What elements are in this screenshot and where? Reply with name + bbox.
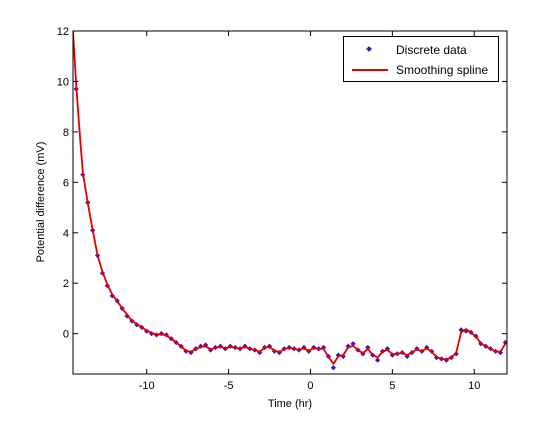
x-tick-label: 0 <box>307 380 313 392</box>
x-tick-label: -5 <box>224 380 234 392</box>
legend-label-spline: Smoothing spline <box>396 63 489 77</box>
x-axis-label: Time (hr) <box>268 398 312 410</box>
plot-area <box>73 31 507 374</box>
x-ticks: -10 -5 0 5 10 <box>139 31 480 392</box>
data-point <box>350 341 356 347</box>
legend-item-spline: Smoothing spline <box>344 60 500 80</box>
y-tick-label: 6 <box>63 177 69 189</box>
spline-line-icon <box>352 69 388 71</box>
data-point <box>365 344 371 351</box>
axes-box <box>72 30 508 375</box>
legend-label-discrete: Discrete data <box>396 43 467 57</box>
y-tick-label: 10 <box>57 76 69 88</box>
y-ticks: 0 2 4 6 8 10 12 <box>57 26 507 341</box>
series-layer <box>73 31 507 371</box>
y-tick-label: 12 <box>57 26 69 38</box>
data-point <box>375 357 381 363</box>
y-tick-label: 4 <box>63 228 69 240</box>
legend-item-discrete: Discrete data <box>344 40 500 60</box>
data-point <box>320 344 327 351</box>
x-tick-label: -10 <box>139 380 155 392</box>
data-point <box>458 327 464 333</box>
y-axis-label: Potential difference (mV) <box>35 142 47 263</box>
y-tick-label: 8 <box>63 127 69 139</box>
data-point <box>330 365 336 371</box>
data-point <box>335 352 341 358</box>
x-tick-label: 10 <box>468 380 480 392</box>
smoothing-spline-line <box>73 31 507 365</box>
discrete-marker-icon <box>366 46 372 52</box>
legend: Discrete data Smoothing spline <box>343 36 499 82</box>
y-tick-label: 2 <box>63 278 69 290</box>
data-point <box>345 343 351 349</box>
x-tick-label: 5 <box>389 380 395 392</box>
series-clip-group <box>73 31 507 371</box>
y-tick-label: 0 <box>63 329 69 341</box>
